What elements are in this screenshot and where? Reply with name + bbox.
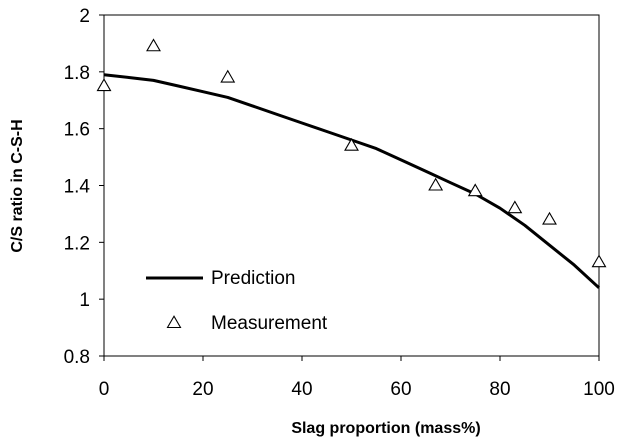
measurement-point — [591, 254, 607, 268]
axes — [99, 14, 600, 361]
measurement-point — [467, 183, 483, 197]
measurement-point — [542, 211, 557, 225]
legend-measurement-label: Measurement — [211, 313, 328, 334]
tick-labels: 0.811.21.41.61.820 20 40 60 80 100 — [64, 6, 615, 400]
series — [96, 38, 607, 289]
y-axis-title: C/S ratio in C-S-H — [9, 119, 26, 252]
x-tick-label: 80 — [489, 379, 510, 400]
x-tick-label: 40 — [291, 379, 312, 400]
x-tick-label: 20 — [192, 379, 213, 400]
y-tick-label: 1.2 — [64, 233, 90, 254]
measurement-point — [507, 200, 523, 214]
measurement-point — [96, 78, 112, 92]
legend-prediction-label: Prediction — [211, 268, 296, 289]
measurement-point — [220, 69, 236, 83]
prediction-line — [103, 73, 601, 289]
measurement-point — [428, 177, 444, 191]
x-tick-label: 100 — [583, 379, 615, 400]
y-tick-label: 0.8 — [64, 347, 90, 368]
y-tick-label: 1.6 — [64, 120, 90, 141]
y-tick-label: 1.8 — [64, 63, 90, 84]
y-tick-label: 2 — [79, 6, 90, 27]
measurement-point — [344, 137, 359, 151]
measurement-point — [146, 38, 161, 52]
y-tick-label: 1 — [79, 290, 90, 311]
x-axis-title: Slag proportion (mass%) — [291, 420, 480, 437]
y-tick-label: 1.4 — [64, 177, 91, 198]
legend-measurement-swatch — [166, 315, 182, 329]
legend: Prediction Measurement — [146, 268, 328, 334]
x-tick-label: 0 — [99, 379, 110, 400]
x-tick-label: 60 — [390, 379, 411, 400]
plot-frame — [103, 14, 600, 357]
